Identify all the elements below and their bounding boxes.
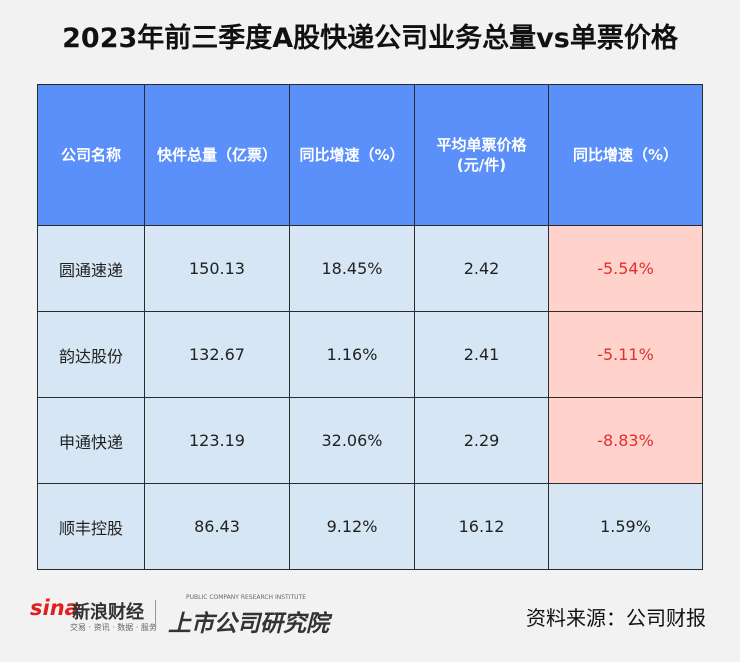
header-avg-price-label: 平均单票价格 (元/件) (436, 136, 527, 174)
cell-company: 顺丰控股 (37, 483, 145, 570)
cell-volume: 132.67 (144, 311, 290, 398)
cell-company: 韵达股份 (37, 311, 145, 398)
table-row: 顺丰控股 86.43 9.12% 16.12 1.59% (37, 483, 703, 570)
institute-name: 上市公司研究院 (168, 611, 329, 637)
institute-tagline: PUBLIC COMPANY RESEARCH INSTITUTE (186, 594, 306, 601)
cell-volume-growth: 9.12% (289, 483, 415, 570)
cell-company: 圆通速递 (37, 225, 145, 312)
cell-volume: 150.13 (144, 225, 290, 312)
table-row: 韵达股份 132.67 1.16% 2.41 -5.11% (37, 311, 703, 398)
sina-tagline: 交易 · 资讯 · 数据 · 服务 (70, 623, 157, 632)
cell-avg-price: 2.41 (414, 311, 549, 398)
footer: sina 新浪财经 交易 · 资讯 · 数据 · 服务 PUBLIC COMPA… (0, 590, 740, 640)
logo-divider (155, 600, 156, 630)
header-volume-growth: 同比增速（%） (289, 84, 415, 226)
cell-volume-growth: 32.06% (289, 397, 415, 484)
cell-volume-growth: 1.16% (289, 311, 415, 398)
header-row: 公司名称 快件总量（亿票） 同比增速（%） 平均单票价格 (元/件) 同比增速（%… (37, 84, 703, 226)
header-price-growth: 同比增速（%） (548, 84, 703, 226)
cell-price-growth: -8.83% (548, 397, 703, 484)
cell-volume: 123.19 (144, 397, 290, 484)
sina-finance-logo: sina 新浪财经 交易 · 资讯 · 数据 · 服务 (30, 596, 157, 636)
table-row: 圆通速递 150.13 18.45% 2.42 -5.54% (37, 225, 703, 312)
cell-company: 申通快递 (37, 397, 145, 484)
sina-name: 新浪财经 (72, 602, 144, 623)
cell-avg-price: 2.42 (414, 225, 549, 312)
cell-volume-growth: 18.45% (289, 225, 415, 312)
cell-price-growth: 1.59% (548, 483, 703, 570)
header-volume: 快件总量（亿票） (144, 84, 290, 226)
data-table: 公司名称 快件总量（亿票） 同比增速（%） 平均单票价格 (元/件) 同比增速（%… (37, 84, 703, 570)
sina-logo-mark: sina (30, 596, 79, 620)
cell-price-growth: -5.11% (548, 311, 703, 398)
page-title: 2023年前三季度A股快递公司业务总量vs单票价格 (62, 23, 678, 54)
cell-avg-price: 16.12 (414, 483, 549, 570)
header-company: 公司名称 (37, 84, 145, 226)
cell-price-growth: -5.54% (548, 225, 703, 312)
cell-avg-price: 2.29 (414, 397, 549, 484)
cell-volume: 86.43 (144, 483, 290, 570)
header-avg-price: 平均单票价格 (元/件) (414, 84, 549, 226)
table-row: 申通快递 123.19 32.06% 2.29 -8.83% (37, 397, 703, 484)
source-note: 资料来源：公司财报 (526, 606, 706, 630)
